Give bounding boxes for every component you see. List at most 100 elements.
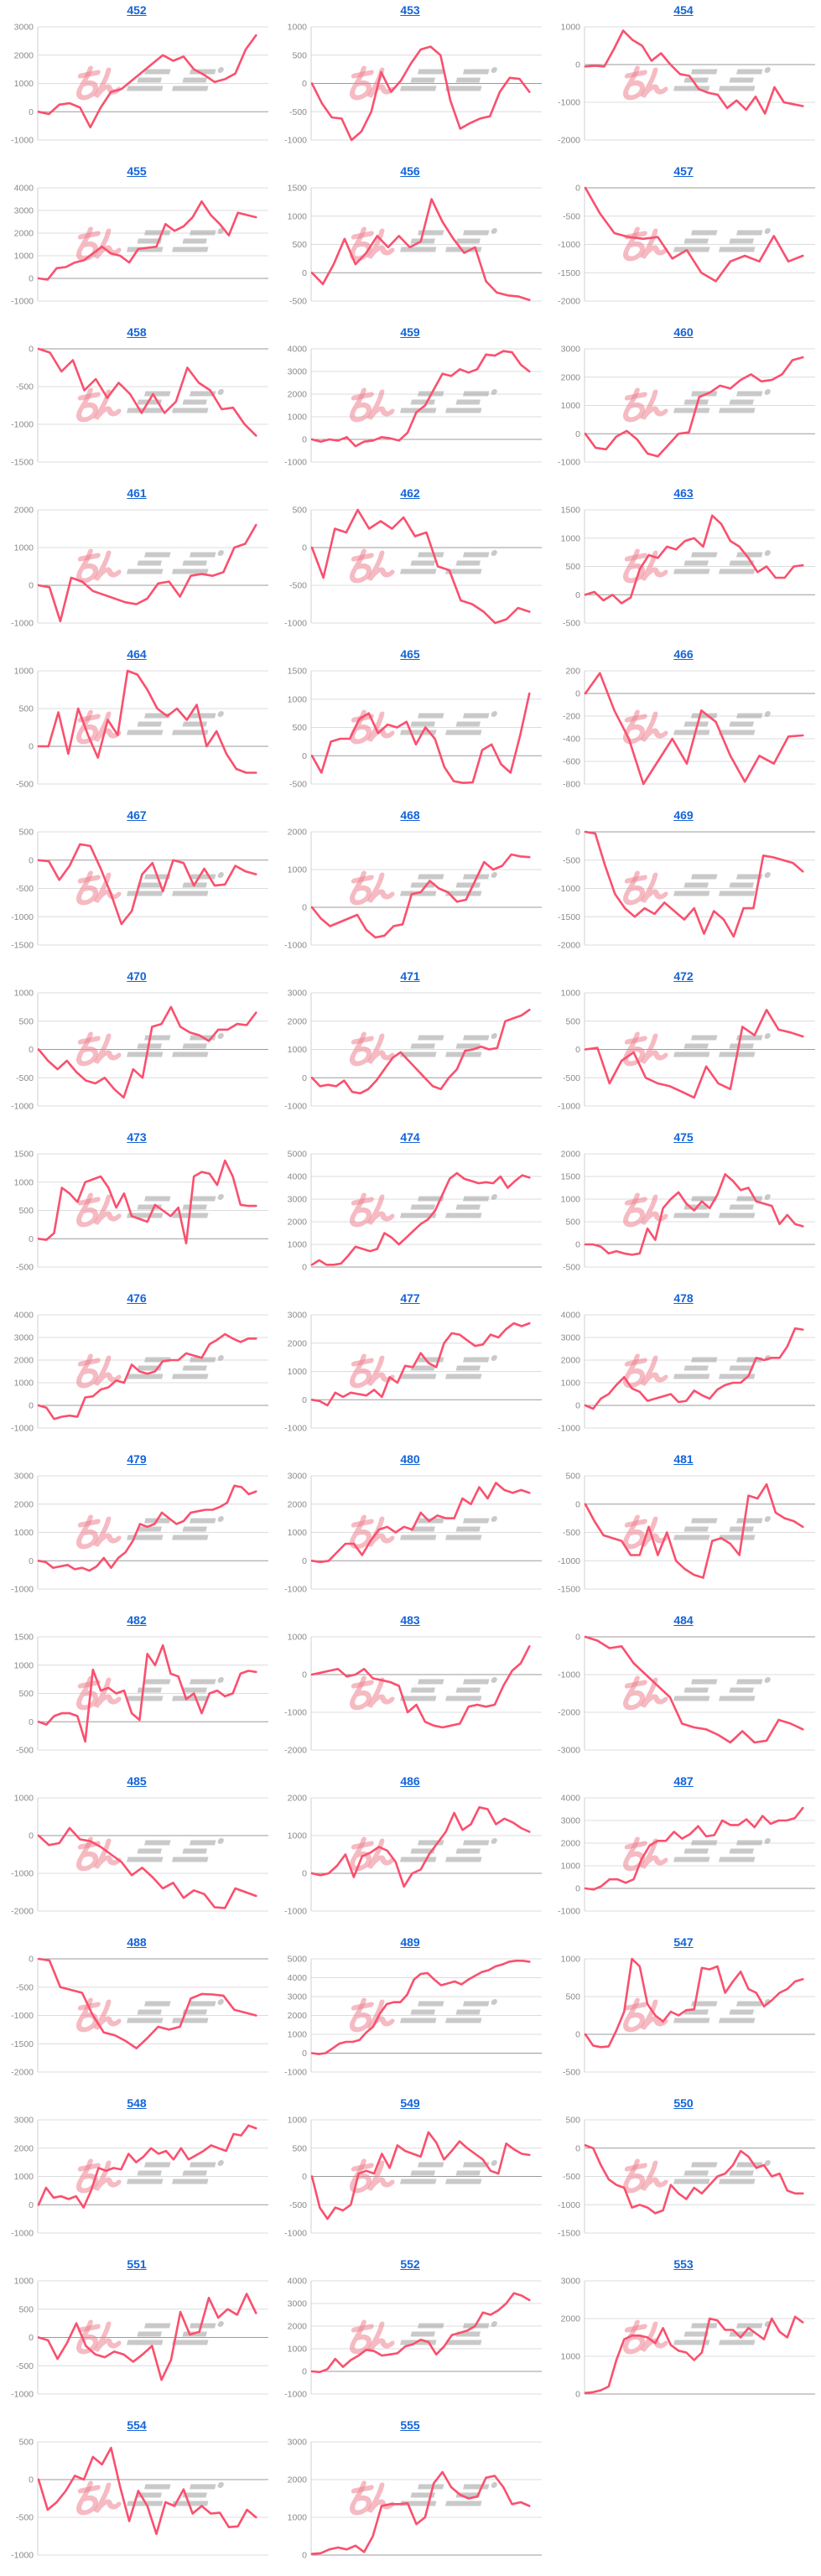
y-axis-tick-label: -1000 [284,458,307,468]
machine-number-link[interactable]: 483 [400,1613,420,1627]
machine-number-link[interactable]: 467 [127,808,147,822]
y-axis-tick-label: 0 [575,828,580,838]
y-axis-tick-label: -500 [563,211,580,221]
y-axis-tick-label: 3000 [288,1311,308,1321]
machine-number-link[interactable]: 459 [400,325,420,339]
y-axis-tick-label: 3000 [14,1472,34,1482]
y-axis-tick-label: 500 [292,723,307,733]
machine-number-link[interactable]: 469 [673,808,694,822]
y-axis-tick-label: -2000 [558,1708,580,1718]
machine-number-link[interactable]: 479 [127,1452,147,1466]
machine-number-link[interactable]: 458 [127,325,147,339]
y-axis-tick-label: 2000 [288,1499,308,1509]
y-axis-tick-label: -1000 [11,2229,34,2239]
machine-number-link[interactable]: 470 [127,969,147,983]
y-axis-tick-label: -1500 [558,268,580,278]
y-axis-tick-label: -500 [289,107,307,117]
chart-cell: 466 200 0 -200 -400 -600 -800 [547,644,820,805]
minrepo-watermark [75,872,224,902]
machine-number-link[interactable]: 475 [673,1130,694,1144]
machine-number-link[interactable]: 468 [400,808,420,822]
y-axis-tick-label: 1500 [288,184,308,194]
machine-number-link[interactable]: 487 [673,1774,694,1788]
machine-number-link[interactable]: 466 [673,647,694,661]
machine-number-link[interactable]: 476 [127,1291,147,1305]
machine-number-link[interactable]: 485 [127,1774,147,1788]
y-axis-tick-label: 0 [575,1045,580,1055]
y-axis-tick-label: -600 [563,757,580,767]
machine-number-link[interactable]: 473 [127,1130,147,1144]
machine-number-link[interactable]: 453 [400,3,420,17]
machine-number-link[interactable]: 460 [673,325,694,339]
line-chart: 1000 0 -1000 -2000 [11,1794,268,1917]
machine-number-link[interactable]: 472 [673,969,694,983]
machine-number-link[interactable]: 454 [673,3,694,17]
machine-number-link[interactable]: 455 [127,164,147,178]
machine-number-link[interactable]: 482 [127,1613,147,1627]
chart-cell: 474 5000 4000 3000 2000 1000 0 [273,1127,547,1288]
y-axis-tick-label: 1000 [14,2172,34,2182]
machine-number-link[interactable]: 554 [127,2418,147,2432]
y-axis-tick-label: 3000 [561,1333,581,1343]
y-axis-tick-label: 0 [302,1556,307,1566]
y-axis-tick-label: -3000 [558,1746,580,1756]
machine-number-link[interactable]: 552 [400,2257,420,2271]
chart-cell: 484 0 -1000 -2000 -3000 [547,1610,820,1771]
machine-number-link[interactable]: 481 [673,1452,694,1466]
y-axis-tick-label: -1000 [558,98,580,108]
y-axis-tick-label: 0 [302,1395,307,1405]
y-axis-tick-label: 0 [29,274,34,284]
machine-number-link[interactable]: 456 [400,164,420,178]
chart-cell: 489 5000 4000 3000 2000 1000 0 -1000 [273,1932,547,2093]
machine-number-link[interactable]: 477 [400,1291,420,1305]
y-axis-tick-label: -2000 [558,136,580,146]
line-chart: 4000 3000 2000 1000 0 -1000 [11,184,268,307]
payout-line-series [310,2131,531,2220]
minrepo-watermark [75,1355,224,1385]
machine-number-link[interactable]: 551 [127,2257,147,2271]
machine-number-link[interactable]: 549 [400,2096,420,2110]
y-axis-tick-label: 3000 [288,1195,308,1205]
y-axis-tick-label: -500 [563,1528,580,1538]
machine-number-link[interactable]: 555 [400,2418,420,2432]
machine-number-link[interactable]: 465 [400,647,420,661]
payout-line-series [310,2292,531,2374]
machine-number-link[interactable]: 548 [127,2096,147,2110]
y-axis-tick-label: 500 [565,562,580,572]
machine-number-link[interactable]: 471 [400,969,420,983]
y-axis-tick-label: 500 [18,704,34,714]
machine-number-link[interactable]: 486 [400,1774,420,1788]
minrepo-watermark [75,1838,224,1868]
machine-number-link[interactable]: 480 [400,1452,420,1466]
payout-line-series [584,672,804,786]
y-axis-tick-label: 0 [302,1073,307,1083]
machine-number-link[interactable]: 457 [673,164,694,178]
line-chart: 1000 500 0 -500 -1000 [11,2277,268,2400]
machine-number-link[interactable]: 488 [127,1935,147,1949]
machine-number-link[interactable]: 463 [673,486,694,500]
y-axis-tick-label: 4000 [288,1973,308,1983]
machine-number-link[interactable]: 461 [127,486,147,500]
y-axis-tick-label: -500 [16,1263,34,1273]
y-axis-tick-label: -1000 [558,1424,580,1434]
machine-number-link[interactable]: 484 [673,1613,694,1627]
machine-number-link[interactable]: 452 [127,3,147,17]
y-axis-tick-label: -1000 [284,1907,307,1917]
y-axis-tick-label: -1000 [11,912,34,922]
minrepo-watermark [75,67,224,97]
machine-number-link[interactable]: 478 [673,1291,694,1305]
machine-number-link[interactable]: 550 [673,2096,694,2110]
line-chart: 1500 1000 500 0 -500 [561,506,815,629]
y-axis-tick-label: 3000 [14,1333,34,1343]
payout-line-series [584,356,804,458]
y-axis-tick-label: 0 [29,2333,34,2343]
machine-number-link[interactable]: 547 [673,1935,694,1949]
machine-number-link[interactable]: 553 [673,2257,694,2271]
y-axis-tick-label: -2000 [558,297,580,307]
machine-number-link[interactable]: 474 [400,1130,420,1144]
machine-number-link[interactable]: 464 [127,647,147,661]
machine-number-link[interactable]: 489 [400,1935,420,1949]
y-axis-tick-label: -1000 [284,619,307,629]
y-axis-tick-label: 0 [575,1240,580,1250]
machine-number-link[interactable]: 462 [400,486,420,500]
